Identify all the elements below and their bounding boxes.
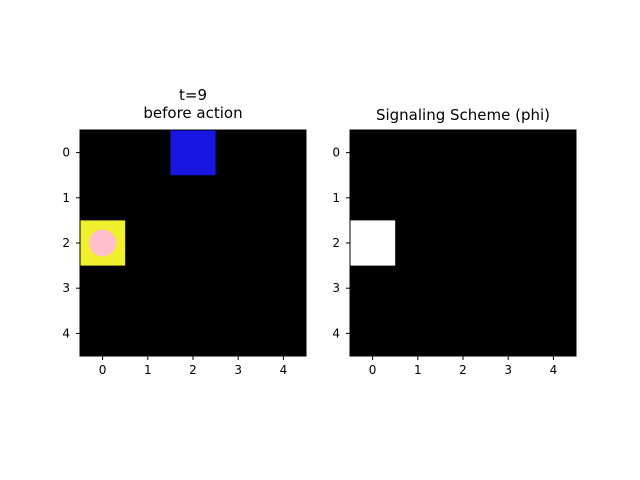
- right-y-tick-label: 4: [332, 326, 340, 340]
- right-y-tick-label: 0: [332, 146, 340, 160]
- left-y-tick-label: 4: [62, 326, 70, 340]
- left-y-tick-label: 3: [62, 281, 70, 295]
- left-title-line1: t=9: [179, 86, 207, 104]
- right-title-text: Signaling Scheme (phi): [375, 106, 551, 124]
- right-grid-board: 0 1 2 3 4 0 1 2 3 4: [332, 129, 577, 377]
- left-cell-blue-block: [170, 130, 216, 176]
- right-x-tick-label: 4: [550, 363, 558, 377]
- left-x-tick-label: 3: [234, 363, 242, 377]
- right-x-tick-label: 1: [414, 363, 422, 377]
- right-panel-title: Signaling Scheme (phi): [350, 106, 576, 124]
- left-title-line2: before action: [143, 104, 243, 122]
- right-x-tick-label: 0: [369, 363, 377, 377]
- left-grid-board: 0 1 2 3 4 0 1 2 3 4: [62, 129, 307, 377]
- right-y-tick-label: 3: [332, 281, 340, 295]
- left-y-tick-label: 2: [62, 236, 70, 250]
- right-x-tick-label: 2: [459, 363, 467, 377]
- right-y-tick-label: 1: [332, 191, 340, 205]
- left-x-tick-label: 0: [99, 363, 107, 377]
- right-x-tick-label: 3: [504, 363, 512, 377]
- right-y-tick-label: 2: [332, 236, 340, 250]
- left-x-tick-label: 4: [280, 363, 288, 377]
- right-cell-signal-cell: [350, 220, 396, 266]
- pink-circle-icon: [89, 229, 117, 257]
- left-y-tick-label: 0: [62, 146, 70, 160]
- left-x-tick-label: 1: [144, 363, 152, 377]
- left-y-tick-label: 1: [62, 191, 70, 205]
- left-x-tick-label: 2: [189, 363, 197, 377]
- left-panel-title: t=9 before action: [80, 86, 306, 122]
